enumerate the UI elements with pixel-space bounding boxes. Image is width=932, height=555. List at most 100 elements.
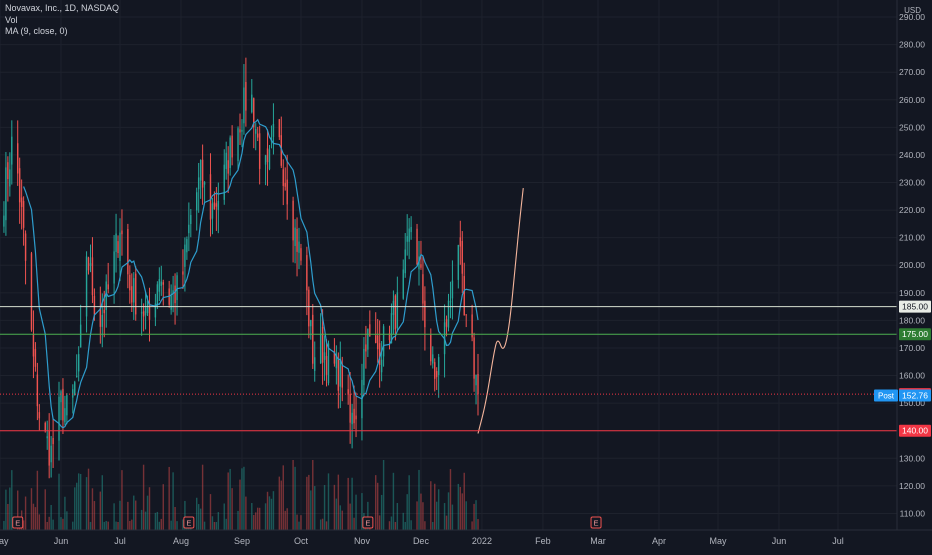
candle-body <box>79 324 82 348</box>
candle-body <box>430 334 432 362</box>
candle <box>319 313 322 364</box>
volume-bar <box>308 474 310 530</box>
candle <box>117 235 119 258</box>
volume-bar <box>148 487 151 530</box>
candle-body <box>89 263 92 266</box>
candle-body <box>18 168 21 203</box>
candle-body <box>341 363 343 388</box>
candle-body <box>223 164 225 200</box>
volume-bar <box>408 475 410 530</box>
volume-bar <box>93 501 96 530</box>
candle-body <box>292 200 294 241</box>
candle <box>77 346 80 382</box>
candle <box>351 403 353 449</box>
volume-bar <box>156 511 159 530</box>
y-tick-label: 190.00 <box>899 288 925 298</box>
x-tick-label: Apr <box>652 536 666 546</box>
volume-bar <box>113 503 115 530</box>
candle-body <box>186 239 188 253</box>
volume-bar <box>258 507 261 530</box>
level-tag-label: 140.00 <box>902 426 928 436</box>
candle <box>282 159 284 206</box>
candle-body <box>325 355 328 375</box>
volume-bar <box>241 468 243 530</box>
candle <box>201 144 204 205</box>
volume-bar <box>30 488 33 530</box>
volume-bar <box>127 501 129 530</box>
volume-bar <box>367 501 369 530</box>
candle <box>133 272 135 320</box>
candle <box>186 236 188 260</box>
candle-body <box>363 348 365 386</box>
volume-bar <box>237 510 239 530</box>
earnings-marker: E <box>183 516 195 529</box>
candle-body <box>457 244 460 280</box>
candle <box>170 284 172 315</box>
candle-body <box>117 241 119 254</box>
candle-body <box>396 292 399 329</box>
candle-body <box>196 192 198 211</box>
moving-average <box>23 118 479 429</box>
candle <box>375 312 377 344</box>
candle <box>231 125 233 166</box>
volume-bar <box>422 502 424 530</box>
candle-body <box>367 328 369 350</box>
projection-line <box>477 187 524 434</box>
volume-bar <box>129 520 131 530</box>
volume-bar <box>64 496 66 530</box>
candle-body <box>9 169 11 187</box>
candle <box>394 294 397 341</box>
legend-symbol[interactable]: Novavax, Inc., 1D, NASDAQ <box>5 3 120 13</box>
candle <box>459 220 462 265</box>
candle-body <box>388 333 391 341</box>
candle-body <box>378 343 381 365</box>
candle <box>408 218 410 260</box>
candle-body <box>437 357 440 376</box>
candle-body <box>327 343 330 384</box>
candle-body <box>404 249 406 274</box>
legend-ma[interactable]: MA (9, close, 0) <box>5 26 68 36</box>
candle-body <box>422 274 424 304</box>
candle <box>264 154 267 186</box>
candle-body <box>60 391 62 403</box>
volume-bar <box>7 503 9 530</box>
candle <box>292 196 294 263</box>
volume-bar <box>32 503 35 530</box>
candle-body <box>445 319 448 327</box>
candle <box>392 290 395 335</box>
candle <box>296 217 298 277</box>
y-tick-label: 200.00 <box>899 260 925 270</box>
candle <box>461 231 463 293</box>
volume-bar <box>475 500 477 530</box>
candle <box>162 279 164 306</box>
legend-volume[interactable]: Vol <box>5 14 18 25</box>
candle <box>66 393 68 425</box>
volume-bar <box>211 516 214 530</box>
x-tick-label: May <box>0 536 9 546</box>
candle-body <box>477 373 479 395</box>
volume-bar <box>298 521 300 530</box>
volume-bar <box>196 497 198 530</box>
candle <box>105 274 107 328</box>
candle-body <box>435 371 438 378</box>
candle <box>353 385 355 430</box>
candle-body <box>402 269 404 299</box>
volume-bar <box>225 518 227 530</box>
candle-body <box>140 312 143 314</box>
volume-bar <box>38 514 41 530</box>
candle <box>298 227 300 270</box>
volume-bar <box>335 498 338 530</box>
candle-body <box>156 284 159 306</box>
candle <box>99 286 102 344</box>
candle <box>190 209 192 238</box>
candle-body <box>99 308 102 327</box>
candle-body <box>197 177 200 190</box>
candle <box>347 374 349 405</box>
candle <box>406 214 408 256</box>
candle-body <box>278 119 281 138</box>
x-axis: May Jun Jul Aug Sep Oct Nov Dec 2022 Feb Mar Apr May… <box>0 536 844 546</box>
candle-body <box>190 214 192 224</box>
volume-bar <box>375 475 377 530</box>
